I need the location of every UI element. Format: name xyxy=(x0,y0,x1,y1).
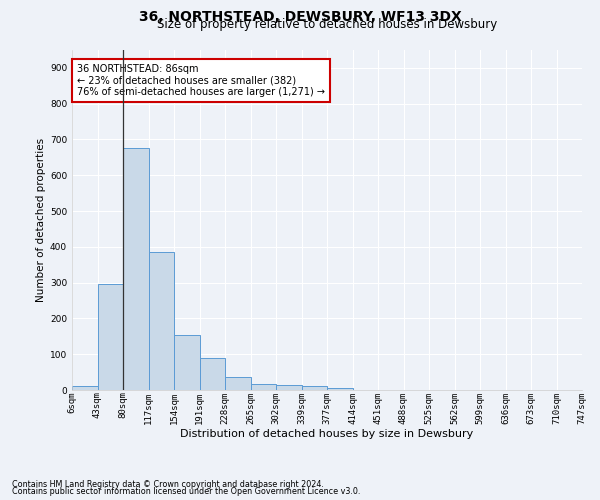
Bar xyxy=(97,284,123,390)
Bar xyxy=(251,384,276,390)
Text: 36 NORTHSTEAD: 86sqm
← 23% of detached houses are smaller (382)
76% of semi-deta: 36 NORTHSTEAD: 86sqm ← 23% of detached h… xyxy=(77,64,325,97)
Bar xyxy=(225,377,251,390)
Bar xyxy=(149,252,174,390)
Bar xyxy=(123,148,149,390)
Text: Contains public sector information licensed under the Open Government Licence v3: Contains public sector information licen… xyxy=(12,488,361,496)
Text: 36, NORTHSTEAD, DEWSBURY, WF13 3DX: 36, NORTHSTEAD, DEWSBURY, WF13 3DX xyxy=(139,10,461,24)
Y-axis label: Number of detached properties: Number of detached properties xyxy=(36,138,46,302)
Bar xyxy=(199,358,225,390)
Bar xyxy=(72,386,97,390)
X-axis label: Distribution of detached houses by size in Dewsbury: Distribution of detached houses by size … xyxy=(181,429,473,439)
Title: Size of property relative to detached houses in Dewsbury: Size of property relative to detached ho… xyxy=(157,18,497,31)
Bar xyxy=(327,388,353,390)
Bar xyxy=(302,386,327,390)
Bar xyxy=(174,335,199,390)
Bar xyxy=(276,384,302,390)
Text: Contains HM Land Registry data © Crown copyright and database right 2024.: Contains HM Land Registry data © Crown c… xyxy=(12,480,324,489)
